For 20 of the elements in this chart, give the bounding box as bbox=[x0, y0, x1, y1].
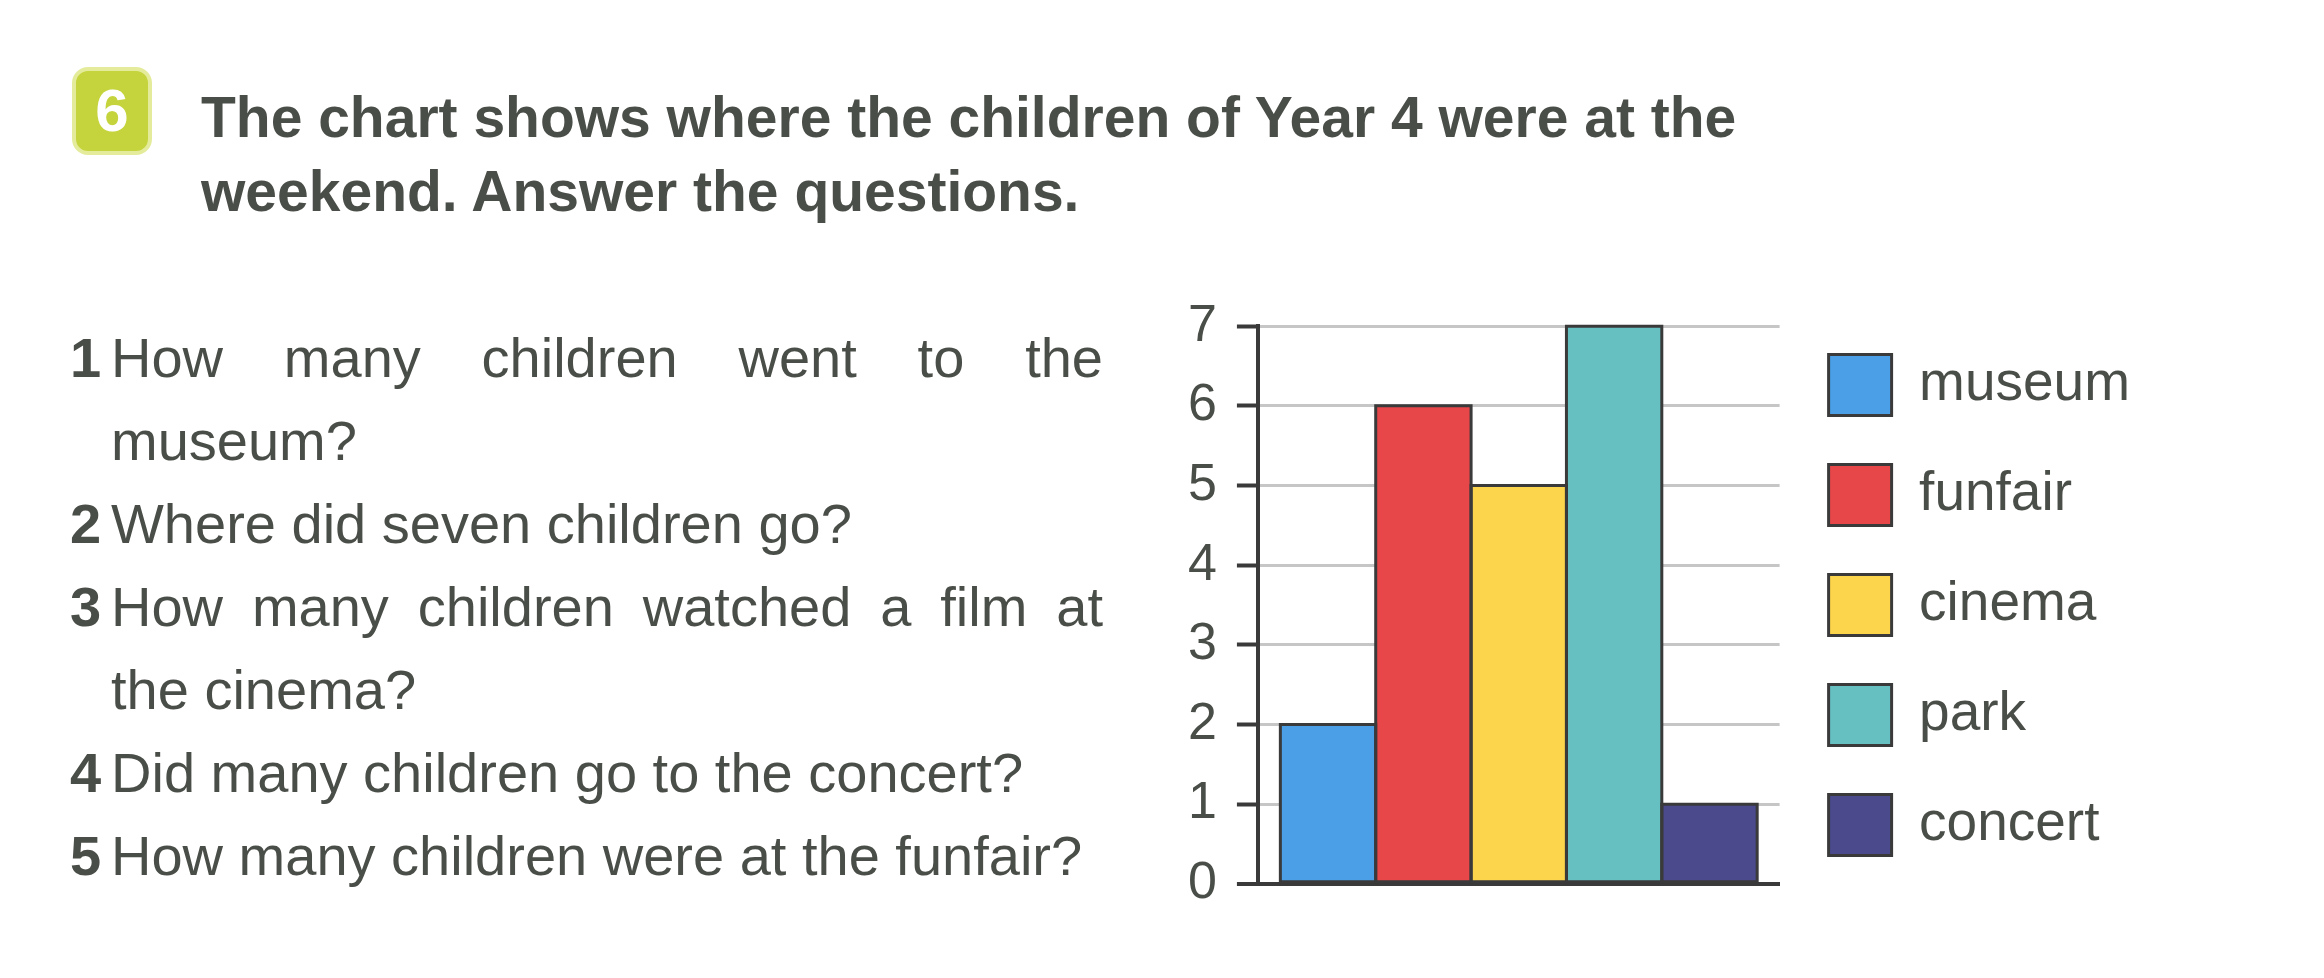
legend-label: funfair bbox=[1919, 460, 2072, 523]
chart-title: The chart shows where the children of Year 4 were at the weekend. Answer the questions. bbox=[201, 84, 1738, 225]
y-tick-label: 6 bbox=[1188, 373, 1217, 432]
y-tick-label: 3 bbox=[1188, 612, 1217, 671]
legend-label: cinema bbox=[1919, 570, 2097, 633]
y-tick-label: 5 bbox=[1188, 452, 1217, 511]
legend-label: park bbox=[1919, 680, 2027, 743]
legend-label: concert bbox=[1919, 790, 2100, 853]
text: 5 How many children were at the funfair? bbox=[70, 823, 1084, 889]
y-tick-label: 0 bbox=[1188, 851, 1217, 910]
y-tick-label: 2 bbox=[1188, 691, 1217, 750]
y-tick-label: 1 bbox=[1188, 771, 1217, 830]
y-tick-label: 7 bbox=[1188, 293, 1217, 352]
text: 2 Where did seven children go? bbox=[70, 491, 853, 557]
y-tick-label: 4 bbox=[1188, 532, 1217, 591]
text: 1 How many children went to the museum? bbox=[70, 325, 1103, 474]
legend-label: museum bbox=[1919, 350, 2131, 413]
text: 4 Did many children go to the concert? bbox=[70, 740, 1025, 806]
number-badge: 6 bbox=[72, 67, 152, 155]
text: 3 How many children watched a film at the cinema? bbox=[70, 574, 1103, 723]
